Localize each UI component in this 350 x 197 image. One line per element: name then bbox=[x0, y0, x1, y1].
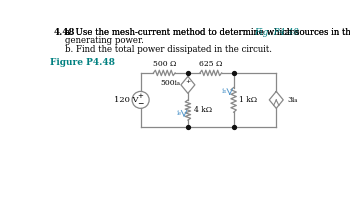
Text: Fig. P4.48: Fig. P4.48 bbox=[254, 28, 299, 37]
Text: iₙ: iₙ bbox=[222, 87, 227, 95]
Text: 3iₐ: 3iₐ bbox=[287, 96, 298, 104]
Text: b. Find the total power dissipated in the circuit.: b. Find the total power dissipated in th… bbox=[65, 45, 272, 54]
Text: 500 Ω: 500 Ω bbox=[153, 59, 176, 68]
Text: iₑ: iₑ bbox=[177, 109, 182, 117]
Text: a. Use the mesh-current method to determine which sources in the circuit in: a. Use the mesh-current method to determ… bbox=[65, 28, 350, 37]
Text: +: + bbox=[138, 93, 144, 99]
Text: 1 kΩ: 1 kΩ bbox=[239, 96, 257, 104]
Text: 625 Ω: 625 Ω bbox=[199, 59, 223, 68]
Text: +: + bbox=[185, 79, 190, 84]
Text: 120 V: 120 V bbox=[114, 96, 139, 104]
Text: 4 kΩ: 4 kΩ bbox=[194, 106, 212, 114]
Text: 500iₐ: 500iₐ bbox=[161, 79, 181, 87]
Text: −: − bbox=[138, 99, 144, 108]
Text: are: are bbox=[282, 28, 299, 37]
Text: a. Use the mesh-current method to determine which sources in the circuit in: a. Use the mesh-current method to determ… bbox=[65, 28, 350, 37]
Text: 4.48: 4.48 bbox=[54, 28, 75, 37]
Text: generating power.: generating power. bbox=[65, 36, 144, 45]
Text: Figure P4.48: Figure P4.48 bbox=[50, 58, 115, 67]
Text: a. Use the mesh-current method to determine which sources in the circuit in  Fig: a. Use the mesh-current method to determ… bbox=[65, 28, 350, 37]
